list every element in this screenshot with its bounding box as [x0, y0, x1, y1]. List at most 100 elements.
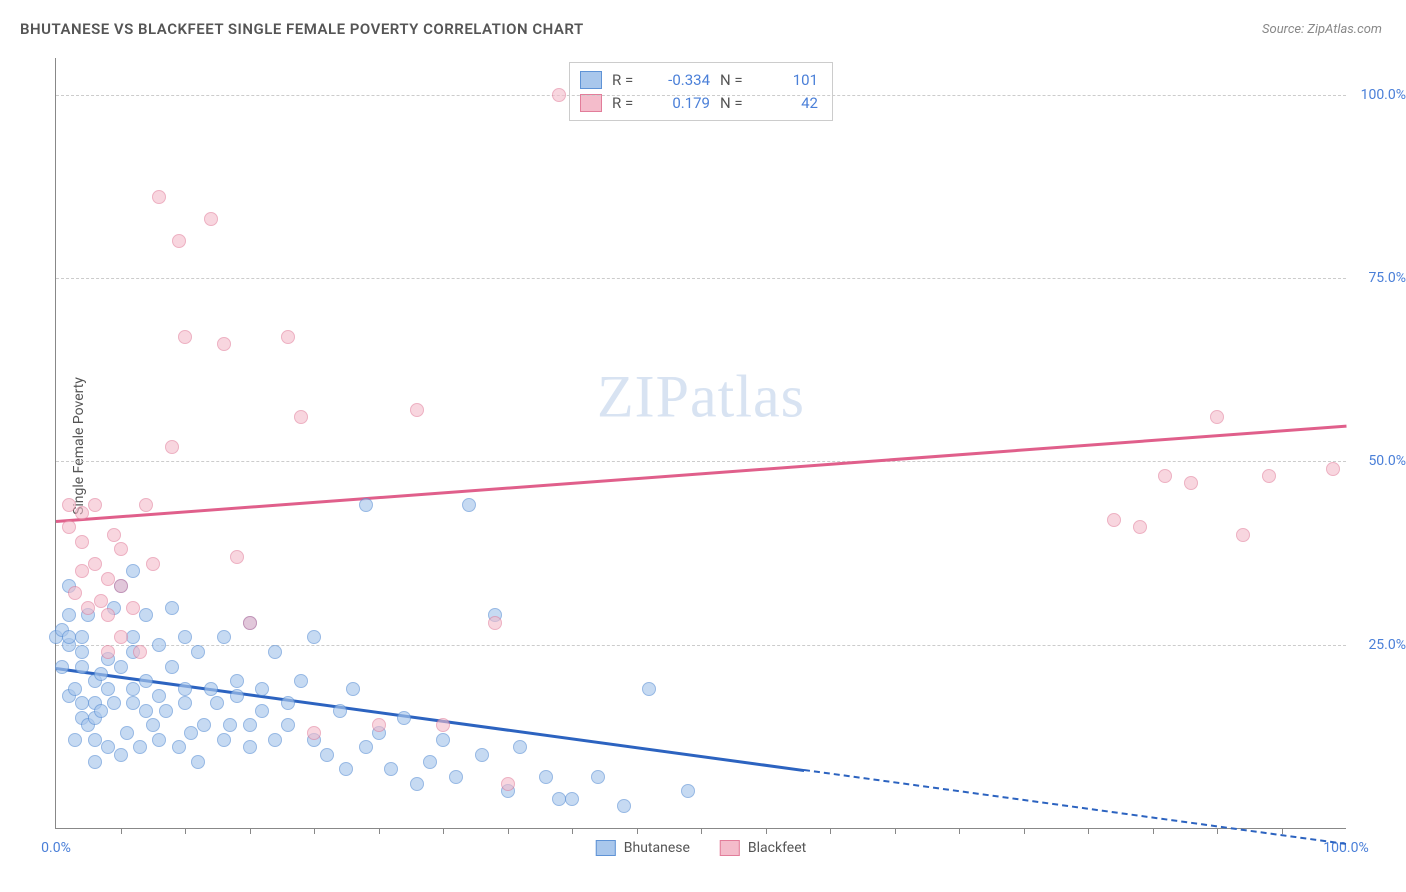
gridline [56, 278, 1346, 279]
x-tick [766, 828, 767, 834]
data-point [210, 696, 224, 710]
data-point [172, 234, 186, 248]
data-point [114, 579, 128, 593]
x-tick [1024, 828, 1025, 834]
data-point [436, 733, 450, 747]
data-point [642, 682, 656, 696]
gridline [56, 95, 1346, 96]
trend-line [804, 769, 1346, 845]
data-point [255, 704, 269, 718]
data-point [243, 740, 257, 754]
data-point [539, 770, 553, 784]
data-point [114, 542, 128, 556]
data-point [75, 535, 89, 549]
data-point [88, 733, 102, 747]
data-point [281, 330, 295, 344]
data-point [565, 792, 579, 806]
data-point [165, 440, 179, 454]
data-point [191, 755, 205, 769]
data-point [217, 733, 231, 747]
x-tick [121, 828, 122, 834]
data-point [1107, 513, 1121, 527]
data-point [107, 696, 121, 710]
x-tick [185, 828, 186, 834]
data-point [197, 718, 211, 732]
x-tick [1217, 828, 1218, 834]
data-point [139, 674, 153, 688]
y-tick-label: 100.0% [1351, 87, 1406, 103]
data-point [475, 748, 489, 762]
data-point [68, 682, 82, 696]
data-point [243, 718, 257, 732]
data-point [1210, 410, 1224, 424]
data-point [68, 586, 82, 600]
data-point [165, 660, 179, 674]
chart-title: BHUTANESE VS BLACKFEET SINGLE FEMALE POV… [20, 20, 584, 38]
scatter-plot: ZIPatlas R =-0.334N =101R =0.179N =42 Bh… [55, 58, 1346, 829]
x-tick [895, 828, 896, 834]
data-point [423, 755, 437, 769]
data-point [172, 740, 186, 754]
data-point [133, 645, 147, 659]
data-point [126, 630, 140, 644]
data-point [94, 594, 108, 608]
data-point [359, 498, 373, 512]
data-point [217, 630, 231, 644]
data-point [204, 682, 218, 696]
data-point [139, 704, 153, 718]
data-point [75, 564, 89, 578]
data-point [384, 762, 398, 776]
data-point [139, 608, 153, 622]
data-point [243, 616, 257, 630]
x-tick [830, 828, 831, 834]
x-tick [443, 828, 444, 834]
data-point [75, 645, 89, 659]
x-tick [701, 828, 702, 834]
data-point [88, 755, 102, 769]
data-point [88, 498, 102, 512]
data-point [75, 506, 89, 520]
data-point [152, 190, 166, 204]
x-tick [379, 828, 380, 834]
data-point [62, 498, 76, 512]
legend-item: Blackfeet [720, 840, 806, 856]
data-point [178, 630, 192, 644]
data-point [333, 704, 347, 718]
data-point [114, 660, 128, 674]
data-point [230, 689, 244, 703]
data-point [81, 601, 95, 615]
correlation-legend: R =-0.334N =101R =0.179N =42 [569, 62, 833, 121]
x-tick [1282, 828, 1283, 834]
data-point [62, 608, 76, 622]
data-point [320, 748, 334, 762]
data-point [217, 337, 231, 351]
data-point [55, 660, 69, 674]
data-point [372, 718, 386, 732]
data-point [191, 645, 205, 659]
data-point [133, 740, 147, 754]
data-point [501, 777, 515, 791]
data-point [152, 638, 166, 652]
data-point [462, 498, 476, 512]
data-point [230, 550, 244, 564]
data-point [120, 726, 134, 740]
data-point [75, 630, 89, 644]
data-point [1158, 469, 1172, 483]
data-point [165, 601, 179, 615]
data-point [346, 682, 360, 696]
data-point [359, 740, 373, 754]
data-point [436, 718, 450, 732]
series-legend: BhutaneseBlackfeet [596, 840, 806, 856]
x-tick [314, 828, 315, 834]
data-point [410, 403, 424, 417]
data-point [281, 696, 295, 710]
data-point [178, 682, 192, 696]
x-tick [637, 828, 638, 834]
watermark: ZIPatlas [597, 362, 805, 431]
data-point [62, 520, 76, 534]
data-point [307, 726, 321, 740]
data-point [1236, 528, 1250, 542]
data-point [410, 777, 424, 791]
data-point [1262, 469, 1276, 483]
data-point [255, 682, 269, 696]
